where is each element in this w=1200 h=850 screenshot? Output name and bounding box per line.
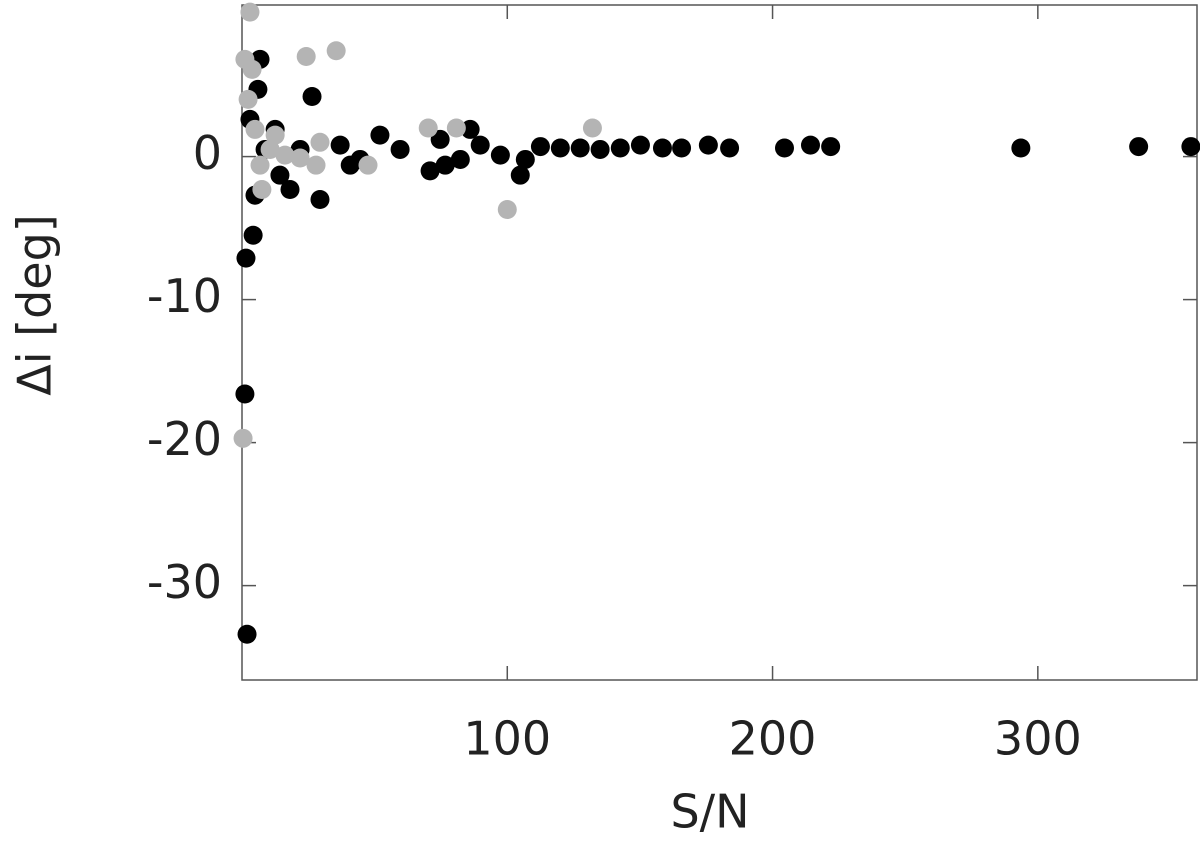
y-tick-label: -30 xyxy=(147,555,222,609)
point xyxy=(490,145,510,165)
point xyxy=(470,135,490,155)
point xyxy=(252,179,272,199)
point xyxy=(310,189,330,209)
point xyxy=(582,118,602,138)
point xyxy=(296,46,316,66)
point xyxy=(240,2,260,22)
point xyxy=(270,165,290,185)
point xyxy=(446,118,466,138)
x-tick-label: 200 xyxy=(729,712,817,766)
point xyxy=(233,428,253,448)
point xyxy=(243,225,263,245)
point xyxy=(260,139,280,159)
point xyxy=(306,155,326,175)
x-tick-label: 100 xyxy=(463,712,551,766)
point xyxy=(390,139,410,159)
point xyxy=(450,149,470,169)
point xyxy=(358,155,378,175)
point xyxy=(430,129,450,149)
point xyxy=(800,135,820,155)
point xyxy=(1011,138,1031,158)
point xyxy=(515,149,535,169)
point xyxy=(530,137,550,157)
x-tick-label: 300 xyxy=(994,712,1082,766)
point xyxy=(1181,137,1200,157)
point xyxy=(420,161,440,181)
point xyxy=(590,139,610,159)
point xyxy=(460,119,480,139)
point xyxy=(280,179,300,199)
point xyxy=(235,384,255,404)
point xyxy=(310,132,330,152)
point xyxy=(570,138,590,158)
point xyxy=(610,138,630,158)
point xyxy=(652,138,672,158)
y-axis-label: Δi [deg] xyxy=(8,214,62,395)
point xyxy=(275,145,295,165)
point xyxy=(245,119,265,139)
point xyxy=(497,200,517,220)
plot-frame xyxy=(241,4,1198,681)
point xyxy=(238,89,258,109)
point xyxy=(672,138,692,158)
point xyxy=(290,148,310,168)
point xyxy=(236,248,256,268)
point xyxy=(237,624,257,644)
point xyxy=(265,125,285,145)
y-tick-label: -20 xyxy=(147,412,222,466)
point xyxy=(698,135,718,155)
point xyxy=(510,165,530,185)
point xyxy=(720,138,740,158)
point xyxy=(330,135,350,155)
point xyxy=(326,41,346,61)
point xyxy=(630,135,650,155)
point xyxy=(1129,137,1149,157)
y-tick-label: -10 xyxy=(147,269,222,323)
point xyxy=(418,118,438,138)
point xyxy=(550,138,570,158)
point xyxy=(821,137,841,157)
point xyxy=(242,59,262,79)
point xyxy=(370,125,390,145)
point xyxy=(435,155,455,175)
point xyxy=(250,155,270,175)
y-tick-label: 0 xyxy=(193,126,222,180)
x-axis-label: S/N xyxy=(670,785,749,839)
point xyxy=(774,138,794,158)
point xyxy=(302,87,322,107)
